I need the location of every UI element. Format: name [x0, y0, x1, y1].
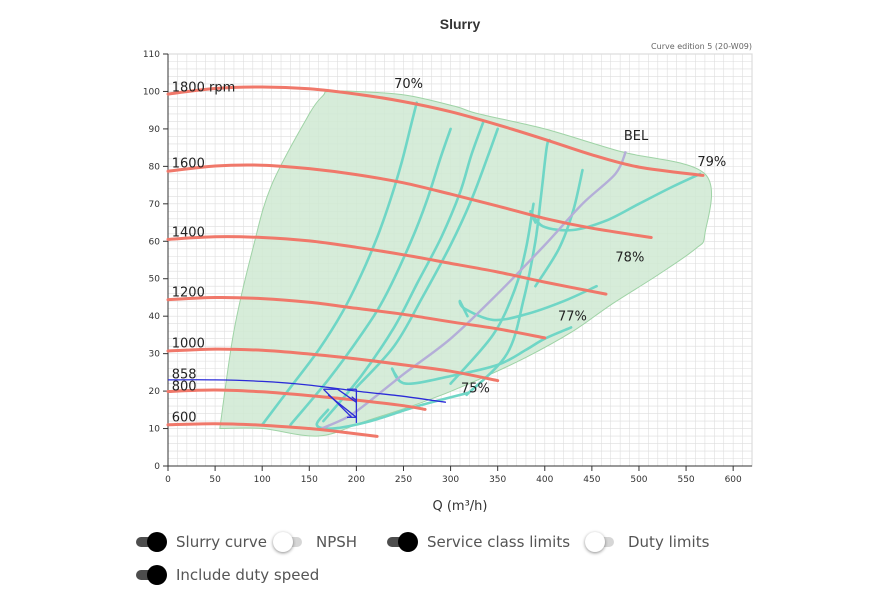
x-axis-label: Q (m³/h) — [432, 499, 487, 514]
service-class-limit-line — [327, 394, 357, 418]
slurry-chart: Slurry Curve edition 5 (20-W09) 0 50 100 15… — [143, 16, 753, 514]
speed-curve — [166, 295, 547, 340]
npsh-toggle[interactable]: NPSH — [273, 532, 358, 552]
service-class-limits-toggle[interactable]: Service class limits — [387, 532, 571, 552]
x-tick-label: 50 — [209, 475, 221, 485]
slurry-curve-switch[interactable] — [136, 532, 167, 552]
speed-curve — [166, 235, 608, 296]
service-class-limit-line — [322, 388, 353, 418]
duty-limits-toggle[interactable]: Duty limits — [585, 532, 710, 552]
x-tick-label: 500 — [630, 475, 647, 485]
chart-title: Slurry — [440, 16, 481, 32]
efficiency-curve — [465, 138, 551, 397]
duty-speed-curve — [167, 379, 446, 403]
speed-curve — [166, 388, 427, 411]
service-class-limit-line — [337, 388, 357, 403]
include-duty-speed-switch-knob — [147, 565, 167, 585]
speed-curve — [166, 422, 379, 438]
efficiency-label: 78% — [615, 250, 644, 265]
x-tick-label: 600 — [725, 475, 742, 485]
duty-limits-label: Duty limits — [628, 533, 710, 551]
x-tick-label: 250 — [395, 475, 412, 485]
service-class-limit-line — [351, 396, 357, 401]
y-tick-label: 40 — [149, 312, 161, 322]
speed-label: 1600 — [172, 156, 205, 171]
speed-curve — [166, 347, 500, 383]
speed-curve — [166, 163, 653, 239]
npsh-switch-knob — [273, 532, 293, 552]
y-tick-label: 50 — [149, 275, 161, 285]
efficiency-curves — [260, 101, 702, 430]
y-tick-label: 80 — [149, 162, 161, 172]
efficiency-curve — [315, 391, 469, 430]
x-tick-label: 300 — [442, 475, 459, 485]
slurry-curve-label: Slurry curve — [176, 533, 267, 551]
duty-overlay — [167, 379, 446, 423]
speed-label: 1800 rpm — [172, 80, 235, 95]
npsh-label: NPSH — [316, 533, 358, 551]
efficiency-curve — [260, 101, 418, 427]
y-tick-label: 90 — [149, 125, 161, 135]
y-tick-label: 100 — [143, 87, 160, 97]
service-class-limits-switch-knob — [398, 532, 418, 552]
operating-region — [219, 90, 713, 437]
x-tick-label: 200 — [348, 475, 365, 485]
curve-edition-note: Curve edition 5 (20-W09) — [651, 42, 752, 51]
y-tick-label: 0 — [154, 462, 160, 472]
duty-limits-switch[interactable] — [585, 532, 614, 552]
operating-region-area — [219, 90, 713, 437]
efficiency-curve — [355, 127, 499, 389]
include-duty-speed-label: Include duty speed — [176, 566, 320, 584]
efficiency-label: BEL — [624, 129, 649, 144]
y-tick-label: 20 — [149, 387, 161, 397]
duty-limits-switch-knob — [585, 532, 605, 552]
efficiency-curve — [449, 202, 535, 385]
speed-curve — [166, 85, 705, 177]
service-class-limits-switch[interactable] — [387, 532, 418, 552]
x-tick-label: 100 — [254, 475, 271, 485]
efficiency-curve — [289, 127, 452, 427]
speed-label: 1200 — [172, 286, 205, 301]
y-tick-label: 10 — [149, 425, 161, 435]
speed-curves — [166, 85, 705, 438]
include-duty-speed-switch[interactable] — [136, 565, 167, 585]
slurry-curve-toggle[interactable]: Slurry curve — [136, 532, 267, 552]
speed-label: 1000 — [172, 337, 205, 352]
x-tick-label: 150 — [301, 475, 318, 485]
y-tick-label: 110 — [143, 50, 160, 60]
service-class-limits-label: Service class limits — [427, 533, 571, 551]
speed-label: 800 — [172, 380, 197, 395]
x-tick-label: 400 — [536, 475, 553, 485]
efficiency-curve — [390, 326, 573, 386]
x-tick-label: 0 — [165, 475, 171, 485]
npsh-switch[interactable] — [273, 532, 302, 552]
x-tick-label: 550 — [677, 475, 694, 485]
y-tick-label: 60 — [149, 237, 161, 247]
efficiency-label: 70% — [394, 77, 423, 92]
x-tick-label: 450 — [583, 475, 600, 485]
speed-label: 600 — [172, 411, 197, 426]
speed-label: 858 — [172, 368, 197, 383]
y-tick-label: 70 — [149, 200, 161, 210]
speed-label: 1400 — [172, 225, 205, 240]
efficiency-label: 75% — [461, 381, 490, 396]
efficiency-curve — [458, 284, 598, 322]
y-tick-label: 30 — [149, 350, 161, 360]
x-tick-label: 350 — [489, 475, 506, 485]
include-duty-speed-toggle[interactable]: Include duty speed — [136, 565, 320, 585]
efficiency-label: 79% — [697, 155, 726, 170]
slurry-curve-switch-knob — [147, 532, 167, 552]
efficiency-label: 77% — [558, 310, 587, 325]
